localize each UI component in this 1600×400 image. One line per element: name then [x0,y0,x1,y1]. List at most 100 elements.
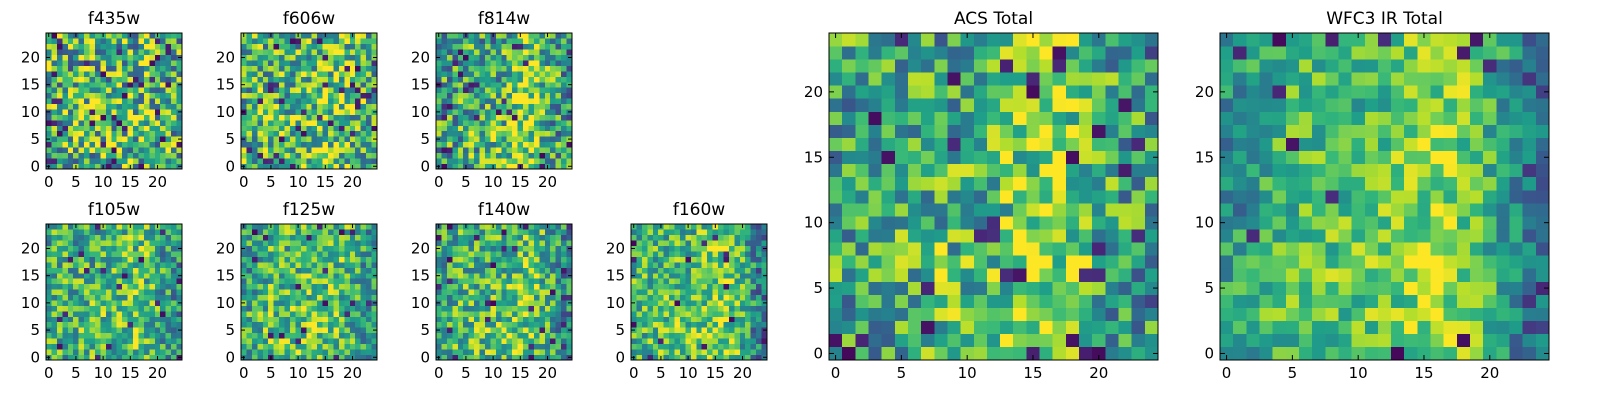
heatmap-cell [446,98,453,105]
heatmap-cell [284,305,291,312]
heatmap-cell [328,33,334,39]
heatmap-cell [171,289,177,296]
heatmap-cell [750,311,757,317]
heatmap-cell [67,289,74,296]
y-tick-label: 20 [216,239,235,257]
heatmap-cell [311,245,318,252]
heatmap-cell [707,245,713,252]
heatmap-cell [495,49,502,56]
heatmap-cell [160,125,166,132]
heatmap-cell [311,163,318,170]
heatmap-cell [133,114,139,121]
heatmap-cell [289,321,296,328]
heatmap-cell [94,130,101,137]
heatmap-cell [452,289,459,296]
heatmap-cell [165,338,172,344]
heatmap-cell [517,332,524,339]
heatmap-cell [165,267,172,274]
heatmap-cell [555,49,562,56]
heatmap-cell [728,311,735,317]
heatmap-cell [273,163,280,170]
heatmap-cell [663,289,670,296]
heatmap-cell [490,49,497,56]
heatmap-cell [441,321,448,328]
heatmap-cell [251,54,258,61]
heatmap-cell [246,136,253,143]
heatmap-cell [251,224,258,230]
heatmap-cell [251,98,258,105]
heatmap-cell [756,300,762,306]
heatmap-cell [111,87,118,94]
heatmap-cell [176,60,183,66]
heatmap-cell [707,224,713,230]
heatmap-cell [333,158,340,164]
heatmap-cell [512,283,518,290]
heatmap-cell [631,283,637,290]
heatmap-cell [111,278,118,285]
heatmap-cell [960,333,975,348]
heatmap-cell [251,38,258,45]
heatmap-cell [273,305,280,312]
heatmap-cell [122,245,128,252]
heatmap-cell [344,163,351,170]
heatmap-cell [463,267,469,274]
heatmap-cell [84,267,90,274]
heatmap-cell [517,321,524,328]
heatmap-cell [333,65,340,72]
heatmap-cell [51,60,58,66]
heatmap-cell [133,49,139,56]
heatmap-cell [105,338,112,344]
heatmap-cell [550,76,556,83]
heatmap-cell [284,272,291,279]
heatmap-cell [149,43,156,50]
heatmap-cell [67,152,74,159]
heatmap-cell [550,103,556,110]
heatmap-cell [528,38,535,45]
heatmap-cell [658,343,664,350]
heatmap-cell [94,251,101,257]
heatmap-cell [371,60,378,66]
heatmap-cell [78,158,85,164]
heatmap-cell [306,92,313,99]
heatmap-cell [300,256,307,263]
heatmap-cell [436,311,442,317]
heatmap-cell [517,278,524,285]
heatmap-cell [111,98,118,105]
heatmap-cell [842,307,856,322]
heatmap-cell [122,54,128,61]
heatmap-cell [143,278,150,285]
heatmap-cell [550,114,556,121]
heatmap-cell [105,251,112,257]
heatmap-cell [300,283,307,290]
heatmap-cell [544,256,551,263]
y-tick-label: 20 [411,239,430,257]
heatmap-cell [1065,294,1080,308]
heatmap-cell [745,332,751,339]
heatmap-cell [138,251,145,257]
heatmap-cell [750,229,757,236]
heatmap-cell [1105,189,1119,204]
heatmap-cell [176,76,183,83]
heatmap-cell [652,240,659,247]
heatmap-cell [300,321,307,328]
heatmap-cell [631,251,637,257]
heatmap-cell [284,147,291,153]
heatmap-cell [122,158,128,164]
heatmap-cell [1065,242,1080,256]
heatmap-cell [241,49,247,56]
heatmap-cell [495,103,502,110]
heatmap-cell [279,43,285,50]
heatmap-cell [1052,307,1067,322]
heatmap-cell [934,294,948,308]
heatmap-cell [728,234,735,241]
heatmap-cell [533,262,540,268]
heatmap-cell [468,262,475,268]
heatmap-cell [349,234,356,241]
heatmap-cell [457,87,464,94]
heatmap-cell [344,98,351,105]
heatmap-cell [251,33,258,39]
heatmap-cell [561,152,567,159]
heatmap-cell [317,224,323,230]
heatmap-cell [723,327,730,334]
heatmap-cell [62,81,69,88]
